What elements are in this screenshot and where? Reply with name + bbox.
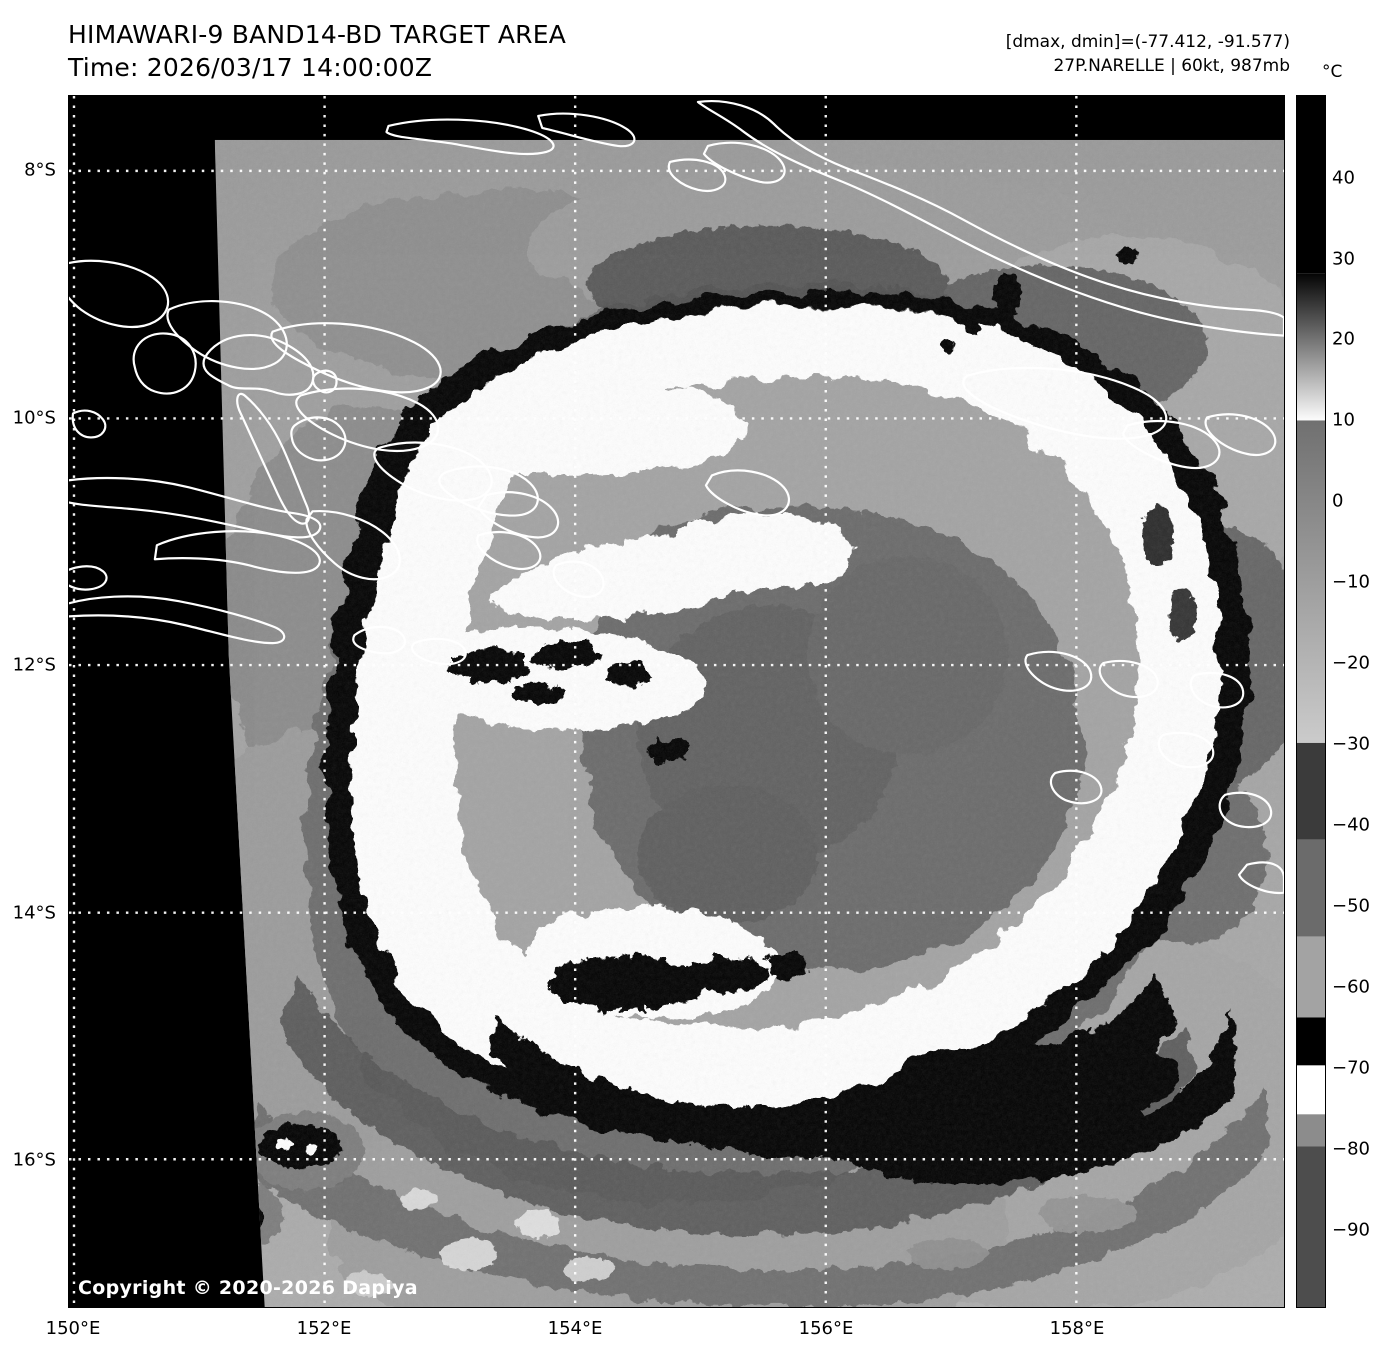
graticule-grid	[69, 96, 1284, 1307]
xtick-label-156e: 156°E	[798, 1318, 854, 1339]
colorbar-tick-m30: −30	[1332, 733, 1370, 755]
title-block: HIMAWARI-9 BAND14-BD TARGET AREA Time: 2…	[68, 18, 566, 84]
storm-info-label: 27P.NARELLE | 60kt, 987mb	[1053, 56, 1290, 76]
ytick-label-10s: 10°S	[12, 407, 56, 429]
colorbar-tick-0: 0	[1332, 490, 1344, 512]
colorbar-gradient	[1297, 96, 1325, 1307]
ytick-label-12s: 12°S	[12, 654, 56, 676]
colorbar-tick-m60: −60	[1332, 976, 1370, 998]
satellite-imagery-canvas	[69, 96, 1284, 1307]
metadata-block: [dmax, dmin]=(-77.412, -91.577) 27P.NARE…	[1006, 30, 1290, 78]
dmax-dmin-label: [dmax, dmin]=(-77.412, -91.577)	[1005, 32, 1290, 52]
colorbar-tick-m70: −70	[1332, 1057, 1370, 1079]
colorbar[interactable]	[1296, 95, 1326, 1308]
page-title: HIMAWARI-9 BAND14-BD TARGET AREA	[68, 20, 567, 49]
colorbar-unit-label: °C	[1322, 62, 1343, 82]
colorbar-tick-m80: −80	[1332, 1138, 1370, 1160]
colorbar-tick-m90: −90	[1332, 1219, 1370, 1241]
coastline-overlay	[69, 100, 1284, 894]
copyright-label: Copyright © 2020-2026 Dapiya	[78, 1277, 418, 1299]
xtick-label-150e: 150°E	[45, 1318, 101, 1339]
colorbar-tick-20: 20	[1332, 328, 1355, 350]
xtick-label-152e: 152°E	[296, 1318, 352, 1339]
colorbar-tick-10: 10	[1332, 409, 1355, 431]
colorbar-tick-m40: −40	[1332, 814, 1370, 836]
ytick-label-14s: 14°S	[12, 902, 56, 924]
timestamp-label: Time: 2026/03/17 14:00:00Z	[68, 53, 433, 82]
colorbar-tick-30: 30	[1332, 248, 1355, 270]
colorbar-tick-m10: −10	[1332, 571, 1370, 593]
ytick-label-8s: 8°S	[24, 159, 56, 181]
colorbar-tick-m20: −20	[1332, 652, 1370, 674]
colorbar-tick-m50: −50	[1332, 895, 1370, 917]
satellite-image-plot[interactable]	[68, 95, 1285, 1308]
colorbar-tick-40: 40	[1332, 167, 1355, 189]
xtick-label-158e: 158°E	[1049, 1318, 1105, 1339]
xtick-label-154e: 154°E	[547, 1318, 603, 1339]
ytick-label-16s: 16°S	[12, 1149, 56, 1171]
